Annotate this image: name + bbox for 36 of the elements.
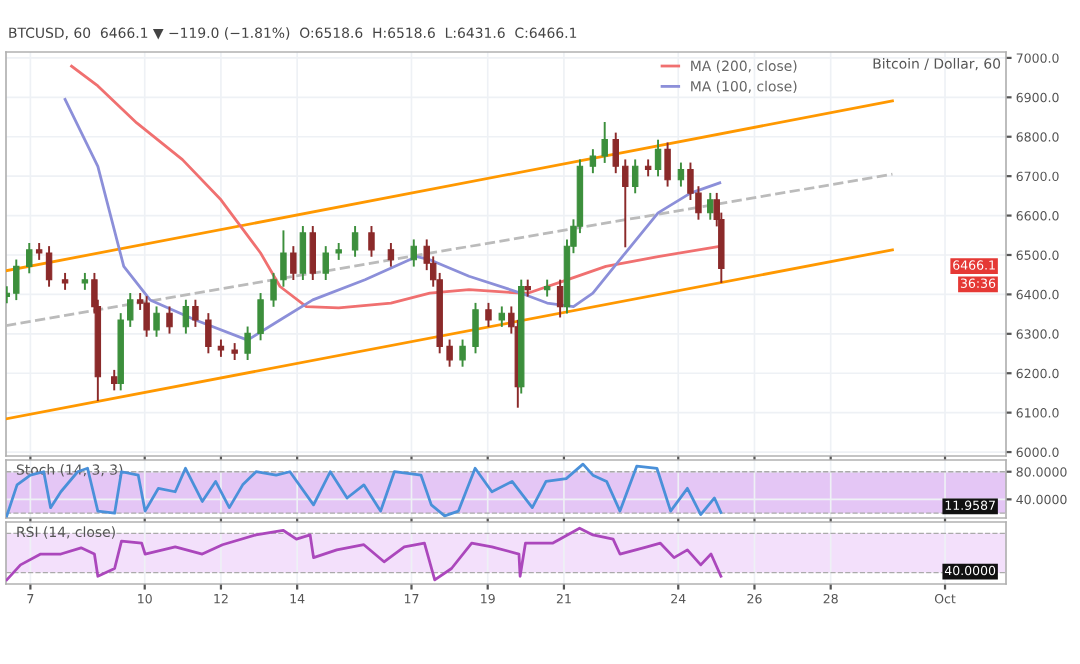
candlestick [13, 259, 20, 301]
candlestick [192, 299, 199, 327]
candlestick [589, 149, 597, 174]
candlestick [556, 279, 564, 318]
candlestick [309, 226, 317, 280]
candlestick [166, 306, 173, 334]
candlestick [524, 279, 531, 297]
candlestick [111, 369, 118, 391]
candlestick [677, 162, 685, 187]
candlestick [299, 226, 307, 280]
candlestick [257, 293, 264, 341]
candlestick [153, 306, 160, 337]
candlestick [472, 302, 479, 354]
candlestick [45, 246, 53, 287]
candlestick [182, 299, 190, 334]
candlestick [707, 192, 714, 220]
candlestick [290, 246, 297, 280]
candlestick [351, 226, 359, 257]
candlestick [601, 121, 608, 163]
candlestick [498, 306, 506, 327]
line-series [6, 462, 723, 518]
candlestick [543, 279, 551, 297]
candlestick [368, 226, 375, 257]
candlestick [143, 296, 150, 337]
candlestick [664, 142, 671, 187]
candlestick [244, 326, 251, 361]
candlestick [26, 242, 33, 274]
candlestick [485, 302, 492, 327]
candlestick [205, 313, 212, 354]
candlestick [322, 246, 329, 280]
candlestick [387, 242, 395, 267]
candlestick [644, 159, 652, 177]
candlestick [410, 239, 417, 267]
candlestick [654, 139, 662, 177]
candlestick [459, 339, 466, 367]
candlestick [631, 159, 639, 194]
